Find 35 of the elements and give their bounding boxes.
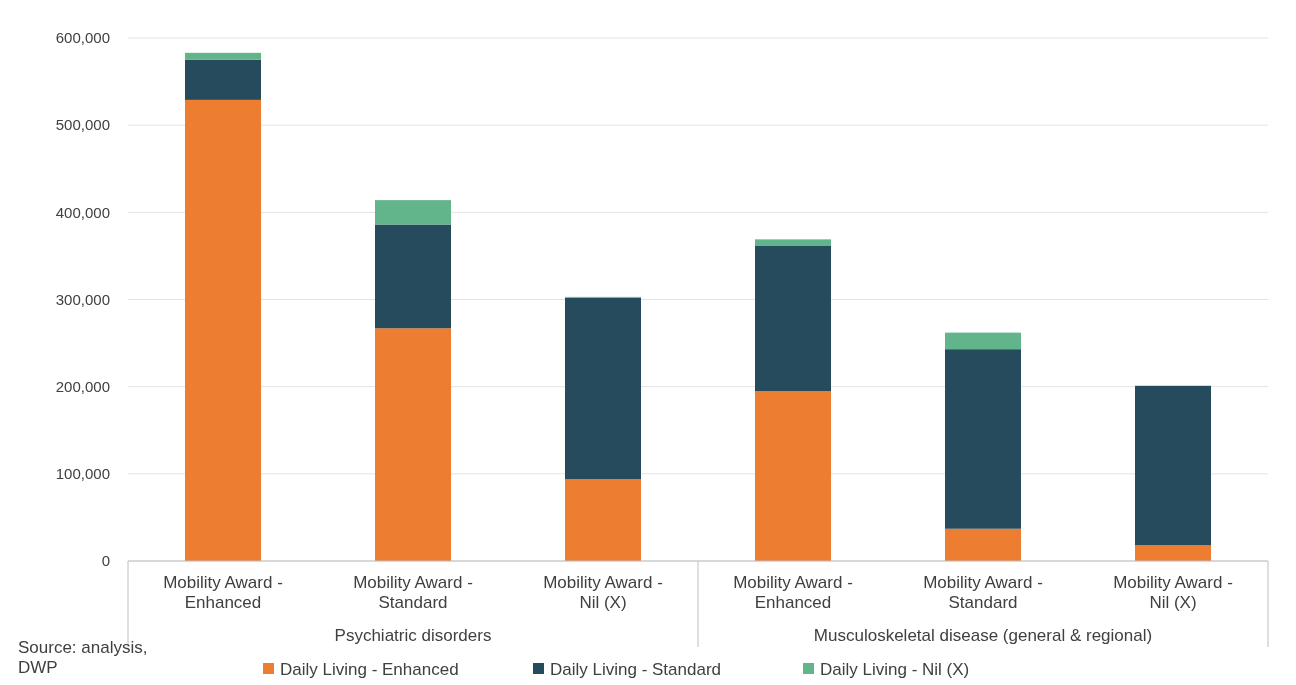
x-tick-label: Mobility Award - Enhanced — [733, 573, 853, 612]
legend-label: Daily Living - Nil (X) — [820, 660, 970, 679]
x-tick-label: Mobility Award - Enhanced — [163, 573, 283, 612]
bar — [1135, 545, 1211, 561]
y-tick-label: 600,000 — [55, 29, 110, 47]
bar — [755, 239, 831, 246]
bar — [185, 99, 261, 561]
bar — [185, 52, 261, 60]
y-tick-label: 0 — [101, 552, 110, 570]
bar — [565, 479, 641, 561]
y-tick-label: 400,000 — [55, 203, 110, 221]
y-tick-label: 100,000 — [55, 465, 110, 483]
x-tick-label: Mobility Award - Standard — [353, 573, 473, 612]
bar — [945, 349, 1021, 529]
y-tick-label: 500,000 — [55, 116, 110, 134]
y-tick-label: 200,000 — [55, 377, 110, 395]
bar — [755, 391, 831, 561]
bar — [375, 328, 451, 561]
source-note: Source: analysis, DWP — [18, 638, 148, 677]
y-tick-label: 300,000 — [55, 290, 110, 308]
x-tick-label: Mobility Award - Nil (X) — [543, 573, 663, 612]
bar — [945, 332, 1021, 350]
bar — [755, 245, 831, 392]
bar — [945, 528, 1021, 561]
bar — [375, 200, 451, 225]
text: Psychiatric disorders — [334, 626, 492, 645]
x-tick-label: Mobility Award - Nil (X) — [1113, 573, 1233, 612]
bar — [185, 59, 261, 100]
x-tick-label: Mobility Award - Standard — [923, 573, 1043, 612]
bar — [1135, 385, 1211, 546]
legend-label: Daily Living - Standard — [550, 660, 722, 679]
legend-label: Daily Living - Enhanced — [280, 660, 459, 679]
text: Musculoskeletal disease (general & regional) — [813, 626, 1153, 645]
bar — [375, 224, 451, 329]
bar — [565, 297, 641, 480]
